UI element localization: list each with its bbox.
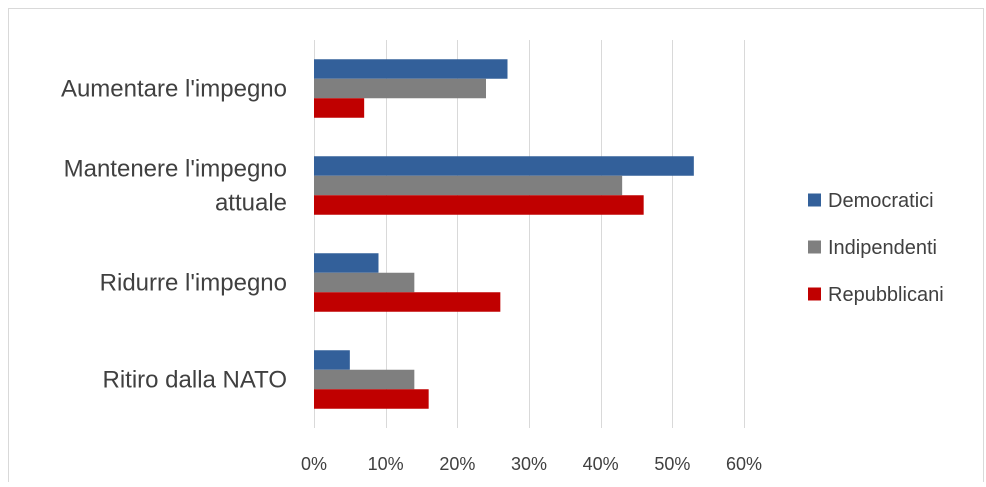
bar (314, 350, 350, 370)
legend-swatch (808, 240, 821, 254)
bar (314, 175, 623, 196)
x-tick-label: 40% (583, 454, 619, 474)
category-labels: Aumentare l'impegno Mantenere l'impegno at… (61, 76, 287, 394)
legend-swatch (808, 287, 821, 301)
legend-label: Democratici (828, 190, 934, 212)
x-tick-label: 60% (726, 454, 762, 474)
x-tick-labels: 0% 10% 20% 30% 40% 50% 60% (301, 454, 762, 474)
bar (314, 253, 379, 273)
bar (314, 156, 694, 176)
category-label: Ritiro dalla NATO (103, 367, 288, 394)
bar (314, 389, 429, 409)
category-label: Mantenere l'impegno attuale (64, 156, 287, 217)
bar (314, 195, 644, 215)
x-tick-label: 30% (511, 454, 547, 474)
bar (314, 59, 508, 79)
x-tick-label: 10% (368, 454, 404, 474)
bar (314, 369, 415, 390)
bar (314, 272, 415, 293)
legend-swatch (808, 193, 821, 207)
x-tick-label: 0% (301, 454, 327, 474)
bar (314, 78, 486, 99)
legend-label: Indipendenti (828, 237, 937, 259)
x-tick-label: 50% (654, 454, 690, 474)
category-label: Ridurre l'impegno (100, 270, 287, 297)
x-tick-label: 20% (439, 454, 475, 474)
legend-label: Repubblicani (828, 284, 944, 306)
category-label: Aumentare l'impegno (61, 76, 287, 103)
bar (314, 98, 365, 118)
bars (314, 59, 694, 409)
bar (314, 292, 501, 312)
legend: Democratici Indipendenti Repubblicani (808, 190, 944, 306)
